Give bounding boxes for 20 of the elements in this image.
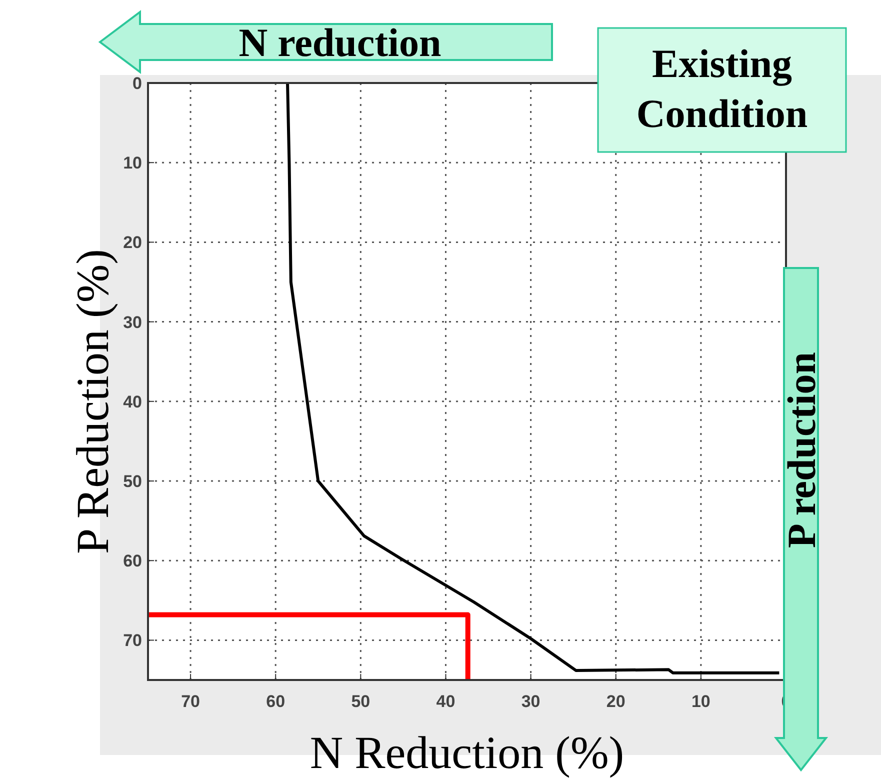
y-tick-label: 40 (123, 392, 142, 412)
x-tick-label: 60 (266, 692, 286, 711)
x-axis-title: N Reduction (%) (310, 727, 624, 778)
y-axis-title: P Reduction (%) (67, 249, 118, 554)
y-tick-label: 30 (123, 312, 142, 332)
x-tick-label: 10 (691, 692, 710, 711)
text: N reduction (238, 20, 442, 65)
annotation: P reduction (779, 352, 824, 548)
x-tick-label: 70 (181, 692, 200, 711)
y-tick-label: 70 (123, 631, 142, 650)
y-tick-label: 60 (123, 552, 142, 571)
y-tick-label: 50 (123, 472, 142, 491)
x-tick-label: 50 (351, 692, 370, 711)
x-tick-label: 30 (521, 692, 540, 711)
x-tick-label: 40 (436, 692, 456, 711)
y-tick-label: 0 (132, 74, 142, 93)
y-tick-label: 10 (123, 154, 142, 173)
annotation: Existing Condition (636, 41, 808, 136)
y-tick-label: 20 (123, 233, 142, 252)
x-tick-label: 20 (606, 692, 626, 711)
